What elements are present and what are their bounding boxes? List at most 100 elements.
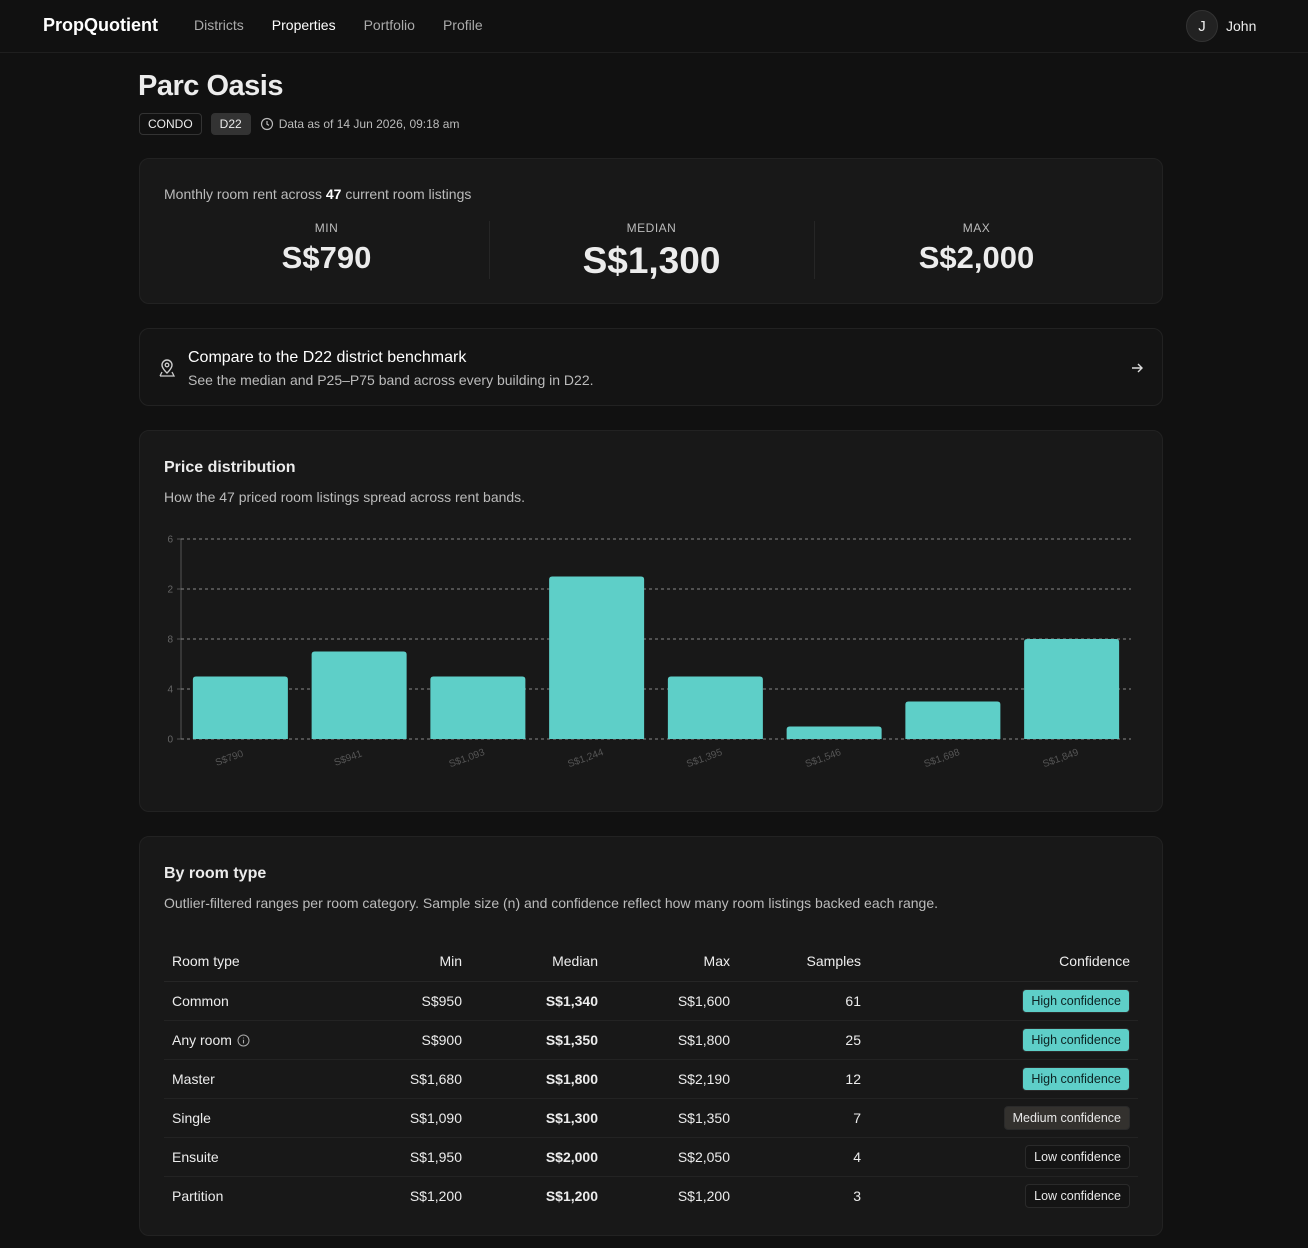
- table-title: By room type: [164, 865, 267, 882]
- bar: [430, 676, 526, 739]
- table-cell: S$1,200: [606, 1176, 738, 1215]
- cell-text: Partition: [172, 1187, 224, 1204]
- x-tick-label: S$941: [333, 748, 364, 768]
- confidence-badge: Medium confidence: [1003, 1105, 1130, 1130]
- nav-link[interactable]: Districts: [194, 17, 244, 33]
- table-cell: 25: [738, 1020, 869, 1060]
- table-cell: S$1,350: [470, 1020, 606, 1060]
- table-cell: S$900: [340, 1020, 470, 1060]
- column-header: Samples: [738, 941, 869, 982]
- cell-text: S$1,600: [677, 992, 730, 1009]
- table-cell: Partition: [164, 1176, 340, 1215]
- stat-value: S$2,000: [918, 240, 1035, 275]
- tags: CONDO D22 Data as of 14 Jun 2026, 09:18 …: [139, 113, 459, 135]
- table-cell: S$1,340: [470, 981, 606, 1021]
- cell-text: S$1,090: [409, 1109, 462, 1126]
- cell-text: S$1,680: [409, 1070, 462, 1087]
- bar: [786, 726, 882, 739]
- user-name[interactable]: John: [1226, 18, 1257, 34]
- table-cell: S$2,050: [606, 1137, 738, 1177]
- tag: CONDO: [139, 113, 202, 135]
- info-icon[interactable]: [237, 1034, 250, 1047]
- table-cell: High confidence: [869, 981, 1138, 1021]
- table-cell: Medium confidence: [869, 1098, 1138, 1138]
- listing-count: 47: [325, 186, 342, 202]
- x-tick-label: S$1,546: [804, 747, 843, 770]
- chart: 0 4 8 2 6 S$790 S$941 S$1,093 S$1,244 S$1,395 S$1,…: [167, 535, 1131, 770]
- table-row: Any room S$900 S$1,350 S$1,800 25 High confid…: [164, 1020, 1138, 1060]
- table-cell: 7: [738, 1098, 869, 1138]
- bar: [905, 701, 1001, 739]
- stat: MEDIAN S$1,300: [489, 221, 814, 282]
- bar: [192, 676, 288, 739]
- table-card: By room type Outlier-filtered ranges per…: [139, 836, 1163, 1236]
- table-cell: High confidence: [869, 1020, 1138, 1060]
- cell-text: S$1,800: [677, 1031, 730, 1048]
- table-cell: Any room: [164, 1020, 340, 1060]
- cell-text: Master: [172, 1070, 215, 1087]
- chart-card: 0 4 8 2 6 S$790 S$941 S$1,093 S$1,244 S$1,395 S$1,…: [139, 430, 1163, 812]
- table-cell: S$2,000: [470, 1137, 606, 1177]
- table-cell: S$1,950: [340, 1137, 470, 1177]
- summary-lead: Monthly room rent across 47 current room…: [164, 186, 471, 202]
- cell-text: S$1,350: [677, 1109, 730, 1126]
- clock-icon: [260, 117, 273, 131]
- x-tick-label: S$1,395: [685, 747, 724, 770]
- bar: [549, 576, 645, 739]
- y-tick-label: 0: [167, 735, 173, 746]
- cell-text: 7: [853, 1109, 861, 1126]
- x-tick-label: S$1,698: [923, 747, 962, 770]
- y-tick-label: 4: [167, 685, 173, 696]
- y-tick-label: 8: [167, 635, 173, 646]
- table-row: Partition S$1,200 S$1,200 S$1,200 3 Low confi…: [164, 1176, 1138, 1215]
- table-row: Single S$1,090 S$1,300 S$1,350 7 Medium confi…: [164, 1098, 1138, 1138]
- table-cell: S$1,800: [470, 1059, 606, 1099]
- column-header: Median: [470, 941, 606, 982]
- table-cell: S$1,350: [606, 1098, 738, 1138]
- benchmark-title: Compare to the D22 district benchmark: [188, 349, 467, 366]
- table-cell: Low confidence: [869, 1176, 1138, 1215]
- nav-links: Districts Properties Portfolio Profile: [194, 17, 483, 33]
- table-cell: Ensuite: [164, 1137, 340, 1177]
- cell-text: S$1,200: [545, 1187, 598, 1204]
- table-cell: Master: [164, 1059, 340, 1099]
- cell-text: S$2,050: [677, 1148, 730, 1165]
- table-cell: S$2,190: [606, 1059, 738, 1099]
- benchmark-link[interactable]: Compare to the D22 district benchmark Se…: [139, 328, 1163, 406]
- stat-label: MIN: [314, 221, 339, 235]
- avatar[interactable]: J: [1186, 10, 1218, 42]
- brand[interactable]: PropQuotient: [43, 15, 158, 35]
- table-cell: High confidence: [869, 1059, 1138, 1099]
- cell-text: S$1,350: [545, 1031, 598, 1048]
- separator: [814, 221, 815, 279]
- nav-link[interactable]: Portfolio: [363, 17, 415, 33]
- separator: [489, 221, 490, 279]
- confidence-badge: Low confidence: [1025, 1183, 1130, 1208]
- table-cell: S$1,200: [470, 1176, 606, 1215]
- chart-subtitle: How the 47 priced room listings spread a…: [164, 489, 526, 505]
- column-header: Confidence: [869, 941, 1138, 982]
- nav-link[interactable]: Profile: [442, 17, 483, 33]
- stat-value: S$790: [281, 240, 372, 275]
- cell-text: S$2,000: [545, 1148, 598, 1165]
- x-tick-label: S$1,093: [448, 747, 487, 770]
- cell-text: S$1,200: [677, 1187, 730, 1204]
- cell-text: S$1,800: [545, 1070, 598, 1087]
- arrow-icon: [1132, 363, 1143, 373]
- y-tick-label: 2: [167, 585, 173, 596]
- confidence-badge: High confidence: [1022, 1027, 1130, 1052]
- table-cell: Single: [164, 1098, 340, 1138]
- stat-label: MEDIAN: [626, 221, 677, 235]
- table-cell: Common: [164, 981, 340, 1021]
- page-title: Parc Oasis: [138, 70, 283, 102]
- stat-label: MAX: [962, 221, 991, 235]
- y-tick-label: 6: [167, 535, 173, 546]
- stat: MAX S$2,000: [814, 221, 1139, 276]
- nav-link[interactable]: Properties: [271, 17, 336, 33]
- cell-text: S$1,300: [545, 1109, 598, 1126]
- table-cell: S$1,600: [606, 981, 738, 1021]
- column-header: Min: [340, 941, 470, 982]
- confidence-badge: Low confidence: [1025, 1144, 1130, 1169]
- tag: D22: [210, 113, 251, 135]
